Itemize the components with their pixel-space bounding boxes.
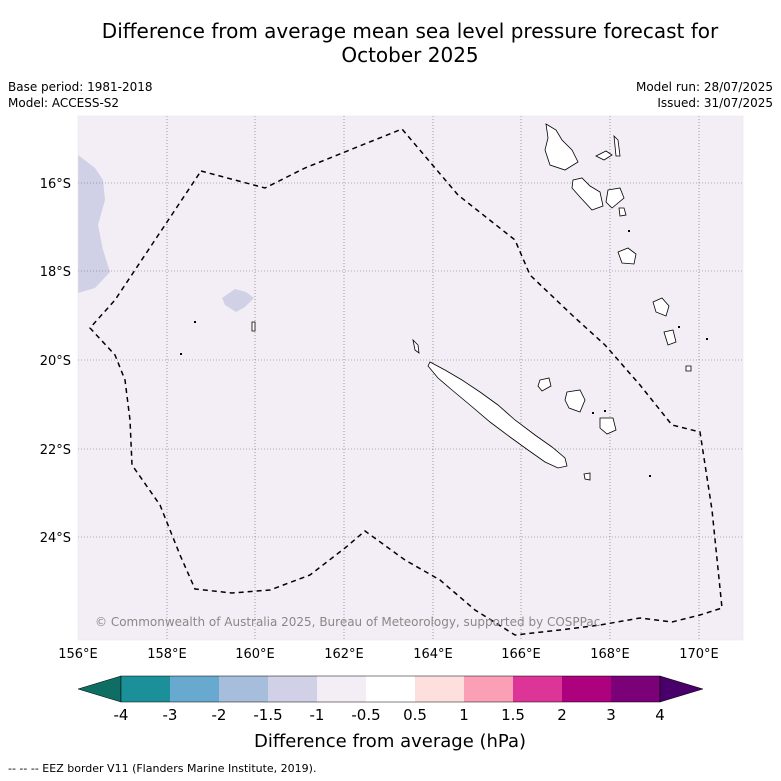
tanna: [663, 329, 677, 346]
ambae: [595, 150, 613, 161]
colorbar-tick-label: -0.5: [351, 706, 380, 724]
colorbar-tick-label: -3: [163, 706, 178, 724]
map-title: Difference from average mean sea level p…: [40, 19, 780, 67]
lon-ticks: 156°E 158°E 160°E 162°E 164°E 166°E 168°…: [58, 647, 719, 662]
lat-tick: 18°S: [40, 265, 71, 280]
colorbar-tick-label: -4: [114, 706, 129, 724]
lon-tick: 166°E: [501, 647, 541, 662]
colorbar-title: Difference from average (hPa): [254, 731, 526, 752]
map-panel: © Commonwealth of Australia 2025, Bureau…: [77, 115, 744, 641]
title-line-2: October 2025: [341, 43, 479, 67]
lat-tick: 22°S: [40, 443, 71, 458]
colorbar-tick-label: 3: [606, 706, 616, 724]
colorbar-extend-low: [77, 675, 122, 703]
lon-tick: 158°E: [147, 647, 187, 662]
lat-tick: 16°S: [40, 177, 71, 192]
coastlines: [251, 123, 692, 481]
lat-tick: 24°S: [40, 531, 71, 546]
malekula: [571, 177, 604, 211]
lon-tick: 160°E: [235, 647, 275, 662]
model-run: Model run: 28/07/2025: [635, 80, 773, 94]
map-background: [78, 116, 743, 640]
colorbar-segment: [121, 676, 170, 702]
base-period: Base period: 1981-2018: [8, 80, 153, 94]
espiritu-santo: [544, 123, 579, 171]
ouvea: [537, 377, 552, 392]
lon-tick: 170°E: [679, 647, 719, 662]
lat-ticks: 16°S 18°S 20°S 22°S 24°S: [40, 177, 71, 546]
graticule: [78, 116, 743, 640]
colorbar-outline: [120, 675, 661, 703]
title-line-1: Difference from average mean sea level p…: [101, 19, 719, 43]
eez-border: [88, 128, 723, 636]
colorbar-tick-label: 2: [557, 706, 567, 724]
epi: [618, 207, 627, 217]
belep-islands: [412, 338, 420, 354]
mare: [599, 417, 617, 435]
colorbar-tick-label: -1.5: [253, 706, 282, 724]
anomaly-patch-central: [222, 289, 254, 312]
chesterfield-islet: [251, 321, 256, 332]
colorbar-tick-label: 0.5: [403, 706, 427, 724]
colorbar-tick-label: 1.5: [501, 706, 525, 724]
colorbar-segment: [415, 676, 464, 702]
eez-footnote: -- -- -- EEZ border V11 (Flanders Marine…: [8, 762, 317, 775]
isle-of-pines: [583, 472, 591, 481]
lat-tick: 20°S: [40, 354, 71, 369]
new-caledonia: [427, 361, 568, 469]
map-frame: [77, 115, 744, 641]
colorbar-segment: [268, 676, 317, 702]
copyright-notice: © Commonwealth of Australia 2025, Bureau…: [95, 615, 600, 629]
colorbar-segment: [317, 676, 366, 702]
lon-tick: 164°E: [413, 647, 453, 662]
colorbar-segment: [219, 676, 268, 702]
colorbar-tick-label: 4: [655, 706, 665, 724]
lon-tick: 156°E: [58, 647, 98, 662]
colorbar-tick-label: -2: [212, 706, 227, 724]
issued-date: Issued: 31/07/2025: [657, 96, 773, 110]
colorbar-segment: [513, 676, 562, 702]
erromango: [652, 297, 670, 317]
colorbar-tick-label: -1: [310, 706, 325, 724]
colorbar-segment: [611, 676, 660, 702]
colorbar: [77, 675, 704, 703]
colorbar-extend-high: [659, 675, 704, 703]
colorbar-labels: -4 -3 -2 -1.5 -1 -0.5 0.5 1 1.5 2 3 4: [114, 706, 665, 724]
aneityum: [685, 365, 692, 372]
maewo: [613, 134, 621, 157]
meta-right: Model run: 28/07/2025 Issued: 31/07/2025: [636, 79, 773, 111]
pentecost: [605, 187, 625, 209]
lon-tick: 162°E: [324, 647, 364, 662]
anomaly-patch-west: [78, 155, 110, 293]
colorbar-tick-label: 1: [459, 706, 469, 724]
colorbar-segment: [464, 676, 513, 702]
meta-left: Base period: 1981-2018 Model: ACCESS-S2: [8, 79, 153, 111]
small-islets: [180, 230, 708, 477]
efate: [617, 247, 637, 265]
model-name: Model: ACCESS-S2: [8, 96, 120, 110]
lifou: [564, 389, 586, 413]
lon-tick: 168°E: [590, 647, 630, 662]
colorbar-segment: [366, 676, 415, 702]
colorbar-segment: [562, 676, 611, 702]
colorbar-segment: [170, 676, 219, 702]
